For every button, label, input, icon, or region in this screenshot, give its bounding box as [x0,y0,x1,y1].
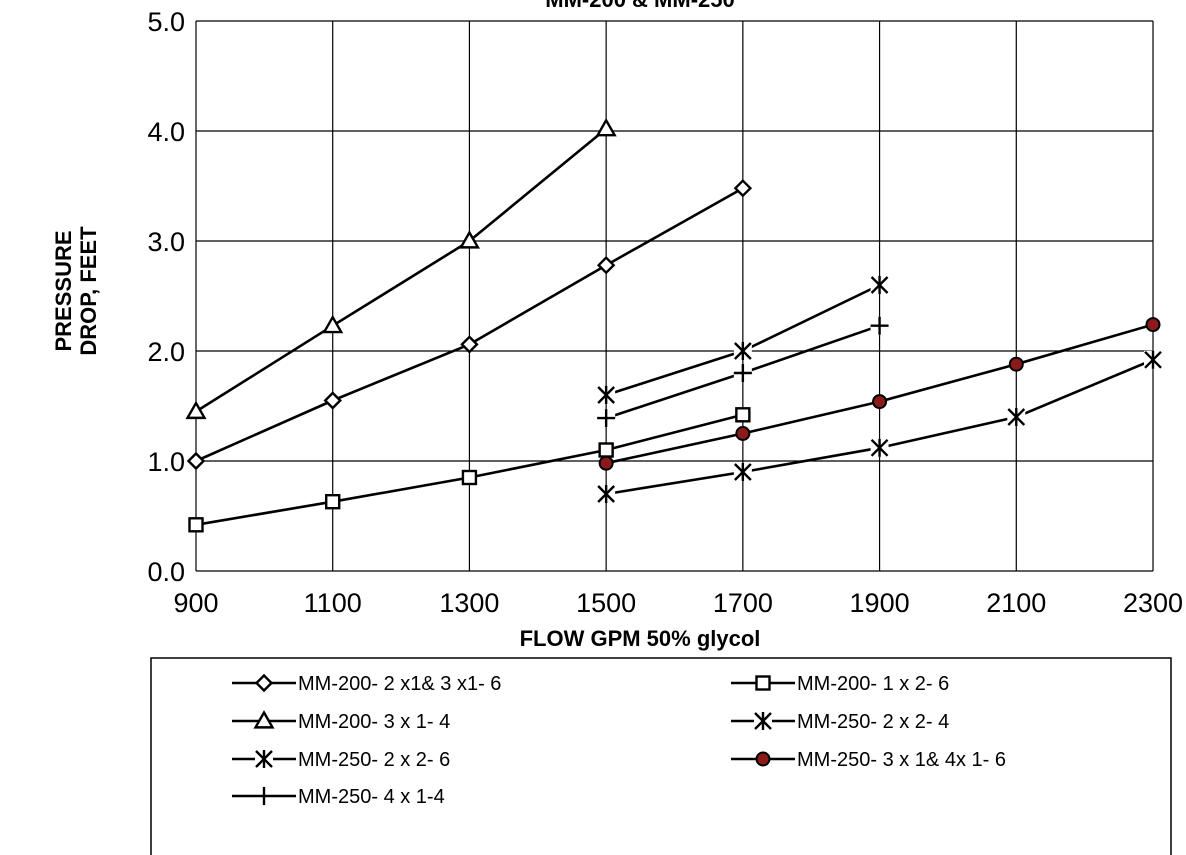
legend-label: MM-200- 3 x 1- 4 [298,711,450,733]
data-point [185,400,207,420]
x-tick-label: 1700 [713,588,773,618]
data-point [1008,356,1024,372]
data-point [870,276,889,294]
y-tick-label: 4.0 [147,117,185,147]
legend-label: MM-250- 2 x 2- 6 [298,749,450,771]
data-point [1007,408,1026,426]
legend: MM-200- 2 x1& 3 x1- 6 MM-200- 1 x 2- 6 MM-… [232,673,1006,808]
data-point [733,342,752,360]
x-tick-label: 2100 [986,588,1046,618]
x-tick-label: 2300 [1123,588,1183,618]
legend-item: MM-200- 2 x1& 3 x1- 6 [232,673,501,695]
legend-marker [754,712,772,730]
data-point [188,517,204,533]
data-point [598,455,614,471]
data-point [596,256,616,275]
y-tick-label: 0.0 [147,557,185,587]
data-point [872,394,888,410]
y-tick-label: 1.0 [147,447,185,477]
data-point [597,409,616,428]
x-tick-label: 1300 [439,588,499,618]
legend-label: MM-250- 3 x 1& 4x 1- 6 [797,749,1006,771]
legend-marker [755,751,771,767]
legend-marker [255,787,273,805]
data-point [733,463,752,481]
legend-label: MM-250- 4 x 1-4 [298,786,445,808]
legend-marker [255,750,273,768]
x-tick-label: 1900 [850,588,910,618]
legend-item: MM-200- 1 x 2- 6 [731,673,949,695]
series-7 [597,316,889,428]
legend-label: MM-200- 1 x 2- 6 [797,673,949,695]
data-point [598,442,614,458]
data-point [325,494,341,510]
y-tick-label: 3.0 [147,227,185,257]
legend-item: MM-250- 4 x 1-4 [232,786,445,808]
data-point [595,117,617,137]
x-tick-label: 1500 [576,588,636,618]
series-group [185,117,1162,533]
axis-ticks: 900 1100 1300 1500 1700 1900 2100 2300 0.0 1.0 2.0… [147,7,1183,618]
series-3 [185,117,617,420]
legend-item: MM-250- 2 x 2- 4 [731,711,949,733]
data-point [458,230,480,249]
data-point [1145,317,1161,333]
series-2 [188,407,751,533]
data-point [1144,350,1162,369]
y-tick-label: 5.0 [147,7,185,37]
series-5 [597,350,1162,503]
legend-marker [755,675,771,691]
y-axis-title-line-1: PRESSURE [51,230,76,351]
series-line [195,127,607,413]
x-tick-label: 900 [173,588,218,618]
data-point [733,364,752,382]
legend-box [150,657,1172,855]
legend-label: MM-200- 2 x1& 3 x1- 6 [298,673,501,695]
data-point [461,469,478,486]
data-point [186,451,206,471]
data-point [597,485,616,503]
legend-label: MM-250- 2 x 2- 4 [797,711,949,733]
legend-item: MM-250- 3 x 1& 4x 1- 6 [731,749,1006,771]
data-point [735,407,751,423]
data-point [735,426,751,441]
data-point [870,438,889,457]
legend-item: MM-250- 2 x 2- 6 [232,749,450,771]
data-point [733,179,753,198]
x-tick-label: 1100 [304,588,362,618]
data-point [597,386,616,404]
data-point [323,391,342,410]
y-axis-title: PRESSURE DROP, FEET [51,226,101,356]
y-tick-label: 2.0 [147,337,185,367]
series-1 [186,179,753,471]
chart-title: MM-200 & MM-250 [545,0,734,12]
series-6 [598,317,1161,471]
data-point [322,314,344,334]
x-axis-title: FLOW GPM 50% glycol [520,626,761,651]
data-point [460,335,479,354]
legend-item: MM-200- 3 x 1- 4 [232,710,450,733]
data-point [870,316,889,335]
legend-marker [254,673,274,693]
plot-grid [195,20,1154,572]
series-4 [597,276,889,404]
legend-marker [253,710,275,729]
y-axis-title-line-2: DROP, FEET [76,226,101,356]
